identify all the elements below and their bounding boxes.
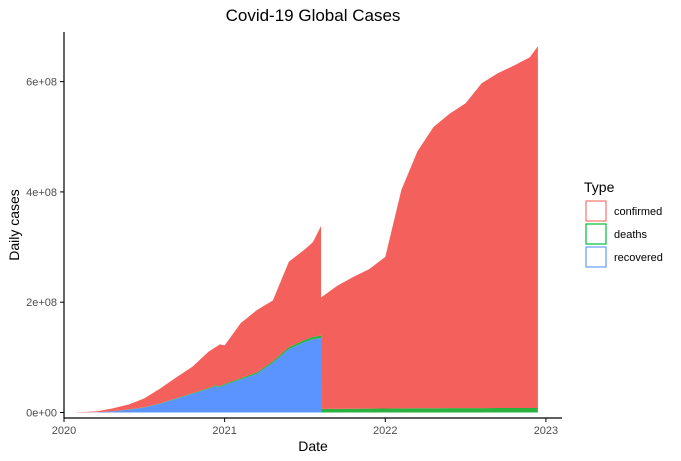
x-axis-ticks: 2020 2021 2022 2023 (52, 418, 558, 437)
y-tick-label: 6e+08 (26, 77, 57, 89)
area-recovered (73, 338, 538, 413)
x-tick-label: 2022 (373, 425, 397, 437)
legend-key-recovered (585, 246, 607, 268)
y-axis-label: Daily cases (6, 189, 22, 261)
legend-key-deaths (585, 223, 607, 245)
legend: Type confirmed deaths recovered (584, 179, 663, 268)
x-tick-label: 2020 (52, 425, 76, 437)
legend-items: confirmed deaths recovered (585, 200, 663, 268)
legend-label-confirmed: confirmed (614, 206, 662, 218)
y-tick-label: 4e+08 (26, 187, 57, 199)
area-series-group (73, 46, 538, 413)
x-tick-label: 2021 (212, 425, 236, 437)
y-axis-ticks: 0e+00 2e+08 4e+08 6e+08 (26, 77, 64, 419)
area-confirmed (73, 46, 538, 413)
y-tick-label: 0e+00 (26, 407, 57, 419)
legend-label-recovered: recovered (614, 252, 663, 264)
x-tick-label: 2023 (534, 425, 558, 437)
y-tick-label: 2e+08 (26, 297, 57, 309)
legend-key-confirmed (585, 200, 607, 222)
legend-title: Type (584, 179, 615, 195)
x-axis-label: Date (298, 438, 328, 454)
legend-label-deaths: deaths (614, 229, 648, 241)
chart-title: Covid-19 Global Cases (226, 6, 401, 25)
